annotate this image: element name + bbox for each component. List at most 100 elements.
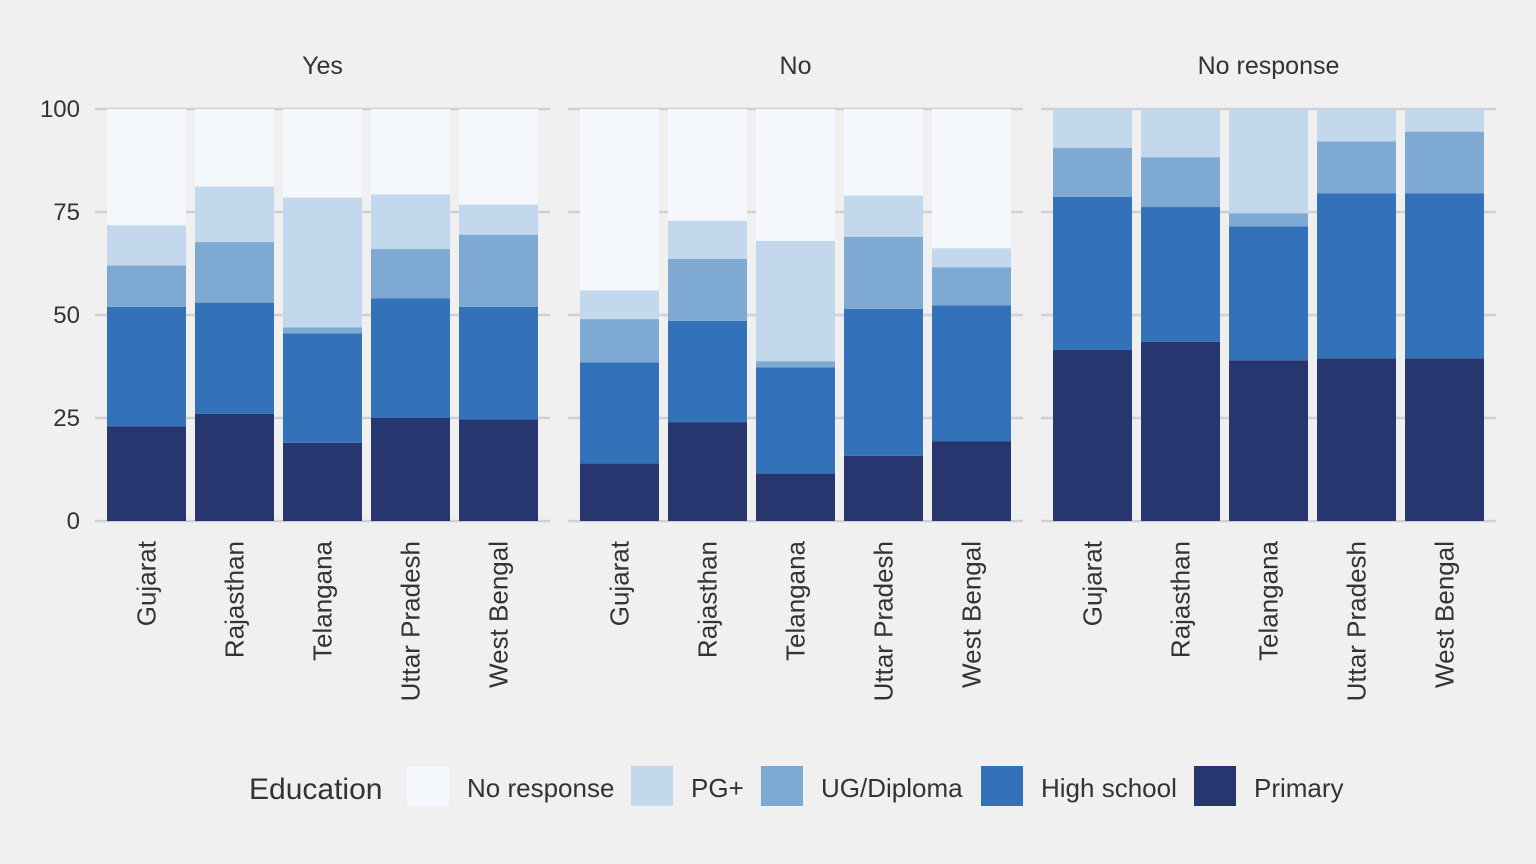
bar-segment-pg (932, 248, 1011, 268)
x-tick-label: Telangana (308, 540, 338, 661)
bar-segment-pg (1405, 109, 1484, 132)
bar-segment-primary (756, 473, 835, 521)
legend-key-primary (1194, 766, 1236, 806)
x-tick-label: West Bengal (957, 541, 987, 688)
bar-segment-no-response (668, 109, 747, 221)
bar-segment-no-response (195, 109, 274, 187)
bar-segment-primary (1053, 350, 1132, 521)
bar-segment-high-school (756, 367, 835, 474)
x-tick-label: Rajasthan (693, 541, 723, 658)
bar-segment-pg (668, 220, 747, 259)
facet-title: No (780, 52, 812, 80)
bar-segment-pg (107, 225, 186, 266)
bar-segment-ug-diploma (932, 267, 1011, 306)
bar-segment-high-school (371, 298, 450, 418)
bar-segment-pg (459, 204, 538, 235)
bar-segment-high-school (1405, 193, 1484, 359)
bar-segment-ug-diploma (283, 327, 362, 334)
bar-segment-ug-diploma (459, 234, 538, 307)
facet-panel-yes: Yes Gujarat Rajasthan Telangana Uttar Prades… (95, 52, 550, 701)
legend-label: Primary (1254, 773, 1344, 803)
bar-segment-high-school (1053, 196, 1132, 351)
bar-segment-high-school (107, 306, 186, 427)
x-tick-label: Uttar Pradesh (1342, 541, 1372, 701)
bar-segment-pg (195, 186, 274, 243)
x-tick-label: Gujarat (605, 540, 635, 626)
bar-segment-ug-diploma (107, 265, 186, 307)
y-tick-label: 75 (53, 199, 80, 226)
facet-title: Yes (302, 52, 343, 80)
x-tick-label: West Bengal (1430, 541, 1460, 688)
bar-segment-high-school (668, 320, 747, 423)
legend-label: UG/Diploma (821, 773, 963, 803)
bar-segment-no-response (371, 109, 450, 195)
bar-segment-primary (107, 426, 186, 521)
x-tick-label: Gujarat (1078, 540, 1108, 626)
legend-label: No response (467, 773, 614, 803)
y-tick-label: 0 (67, 508, 80, 535)
bar-segment-pg (756, 240, 835, 362)
facet-title: No response (1198, 52, 1340, 80)
bar-segment-ug-diploma (1229, 213, 1308, 227)
bar-segment-ug-diploma (1317, 141, 1396, 194)
bar-segment-pg (1229, 109, 1308, 214)
bar-segment-high-school (1229, 226, 1308, 361)
bar-segment-primary (1317, 358, 1396, 521)
legend-key-no-response (407, 766, 449, 806)
x-tick-label: Uttar Pradesh (869, 541, 899, 701)
bar-segment-high-school (932, 305, 1011, 442)
bar-segment-high-school (283, 333, 362, 443)
legend-title: Education (249, 773, 382, 806)
bar-segment-high-school (195, 302, 274, 414)
bar-segment-pg (580, 290, 659, 320)
bar-segment-high-school (844, 308, 923, 456)
bar-segment-no-response (756, 109, 835, 241)
bar-segment-ug-diploma (371, 249, 450, 299)
bar-segment-pg (371, 194, 450, 250)
bar-segment-high-school (580, 362, 659, 464)
y-tick-label: 50 (53, 302, 80, 329)
bar-segment-primary (1405, 358, 1484, 521)
bar-segment-ug-diploma (1141, 157, 1220, 208)
legend-key-ug-diploma (761, 766, 803, 806)
bar-segment-ug-diploma (195, 242, 274, 303)
bar-segment-ug-diploma (756, 361, 835, 368)
bar-segment-primary (459, 419, 538, 521)
legend-key-pg (631, 766, 673, 806)
x-tick-label: Uttar Pradesh (396, 541, 426, 701)
bar-segment-primary (932, 441, 1011, 521)
bar-segment-no-response (459, 109, 538, 205)
bar-segment-ug-diploma (1053, 147, 1132, 197)
legend-label: High school (1041, 773, 1177, 803)
bar-segment-pg (844, 195, 923, 237)
bar-segment-pg (1317, 109, 1396, 142)
bar-segment-ug-diploma (668, 258, 747, 321)
legend-label: PG+ (691, 773, 744, 803)
bar-segment-primary (668, 422, 747, 521)
x-tick-label: Gujarat (132, 540, 162, 626)
bar-segment-no-response (932, 109, 1011, 249)
bar-segment-no-response (107, 109, 186, 226)
bar-segment-no-response (580, 109, 659, 291)
x-tick-label: Telangana (1254, 540, 1284, 661)
bar-segment-ug-diploma (1405, 131, 1484, 194)
bar-segment-ug-diploma (844, 236, 923, 309)
bar-segment-pg (1053, 109, 1132, 148)
bar-segment-no-response (844, 109, 923, 196)
bar-segment-primary (283, 442, 362, 521)
x-tick-label: Rajasthan (220, 541, 250, 658)
x-tick-label: West Bengal (484, 541, 514, 688)
bar-segment-primary (580, 463, 659, 521)
bar-segment-primary (1141, 341, 1220, 521)
bar-segment-ug-diploma (580, 319, 659, 363)
x-tick-label: Telangana (781, 540, 811, 661)
x-tick-label: Rajasthan (1166, 541, 1196, 658)
y-tick-label: 25 (53, 405, 80, 432)
bar-segment-high-school (459, 306, 538, 420)
bar-segment-pg (1141, 109, 1220, 158)
bar-segment-primary (844, 455, 923, 521)
facet-panel-no: No Gujarat Rajasthan Telangana Uttar Pradesh… (568, 52, 1023, 701)
legend: Education No response PG+ UG/Diploma High sc… (249, 766, 1344, 806)
bar-segment-primary (195, 413, 274, 521)
